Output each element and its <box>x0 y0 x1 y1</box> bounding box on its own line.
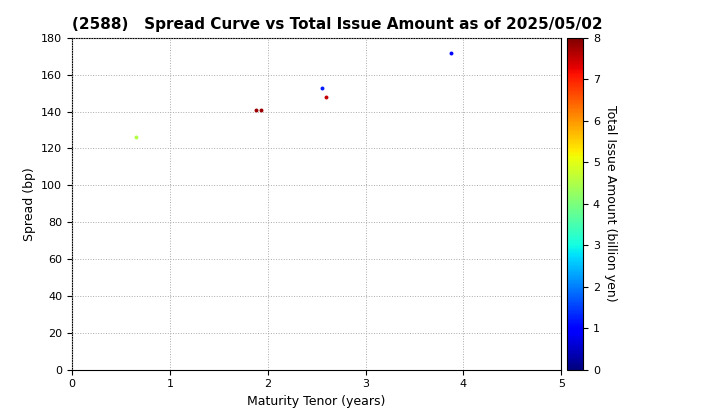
X-axis label: Maturity Tenor (years): Maturity Tenor (years) <box>248 395 386 408</box>
Text: (2588)   Spread Curve vs Total Issue Amount as of 2025/05/02: (2588) Spread Curve vs Total Issue Amoun… <box>72 18 603 32</box>
Y-axis label: Spread (bp): Spread (bp) <box>22 167 35 241</box>
Point <box>251 106 262 113</box>
Point <box>130 134 141 141</box>
Point <box>445 49 456 56</box>
Point <box>316 84 328 91</box>
Point <box>255 106 266 113</box>
Point <box>320 93 332 100</box>
Y-axis label: Total Issue Amount (billion yen): Total Issue Amount (billion yen) <box>603 105 616 302</box>
